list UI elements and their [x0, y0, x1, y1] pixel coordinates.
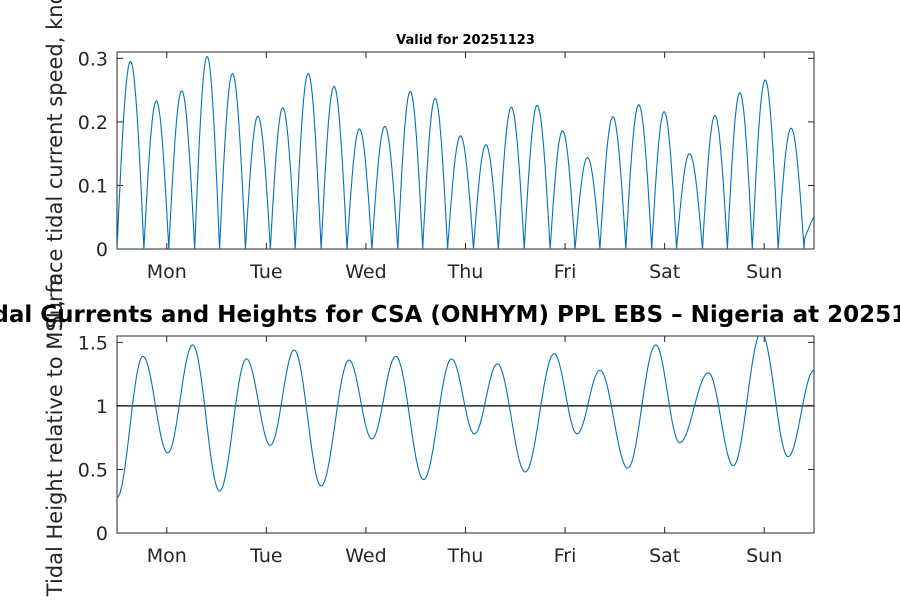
y-tick-label: 0.3: [78, 48, 108, 70]
axes-box: [116, 335, 815, 534]
x-tick-label: Wed: [345, 261, 386, 283]
x-tick-label: Tue: [249, 261, 282, 283]
y-tick-label: 1.5: [78, 332, 108, 354]
axes-box: [116, 51, 815, 250]
x-tick-label: Wed: [345, 545, 386, 567]
y-tick-label: 0: [96, 523, 108, 545]
x-tick-label: Sat: [649, 261, 680, 283]
x-tick-label: Sun: [746, 261, 782, 283]
x-tick-label: Sun: [746, 545, 782, 567]
x-tick-label: Mon: [147, 261, 187, 283]
y-tick-label: 0.2: [78, 112, 108, 134]
current-speed-plot: Mon Tue Wed Thu Fri Sat Sun 0 0.1 0.2 0.3 Surface t…: [43, 0, 815, 329]
x-tick-label: Sat: [649, 545, 680, 567]
y-axis-label: Tidal Height relative to MSL, m: [43, 273, 67, 597]
y-tick-label: 0.1: [78, 175, 108, 197]
y-axis-label: Surface tidal current speed, knots: [43, 0, 67, 329]
y-tick-label: 1: [96, 396, 108, 418]
x-tick-label: Fri: [554, 545, 577, 567]
x-tick-label: Thu: [447, 261, 484, 283]
y-tick-label: 0: [96, 239, 108, 261]
x-tick-label: Fri: [554, 261, 577, 283]
x-tick-label: Tue: [249, 545, 282, 567]
x-tick-label: Mon: [147, 545, 187, 567]
subplot-title: Valid for 20251123: [396, 33, 535, 48]
tidal-height-plot: Mon Tue Wed Thu Fri Sat Sun 0 0.5 1 1.5 Tidal Heigh…: [43, 273, 815, 597]
main-chart-title: Tidal Currents and Heights for CSA (ONHY…: [0, 302, 900, 328]
y-tick-label: 0.5: [78, 459, 108, 481]
current-speed-series: [117, 55, 814, 249]
tidal-height-series: [117, 336, 814, 498]
x-tick-label: Thu: [447, 545, 484, 567]
